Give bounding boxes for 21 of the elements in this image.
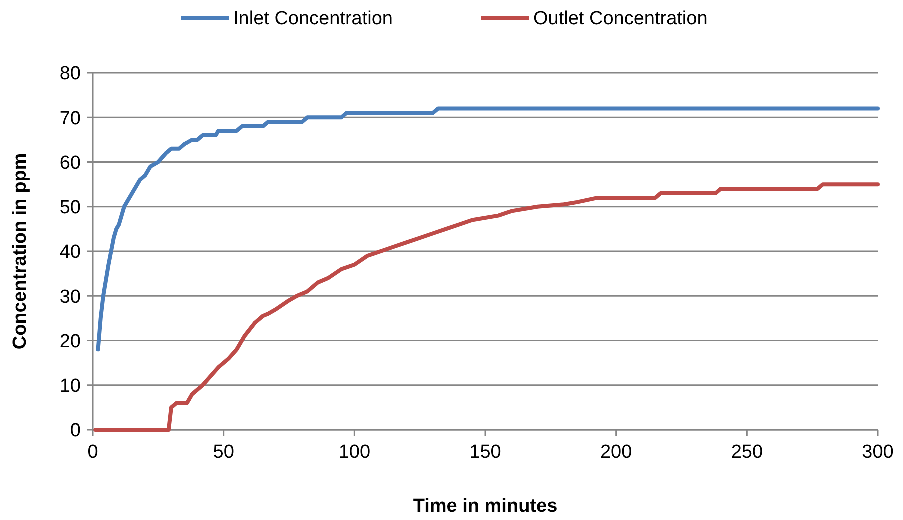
x-axis-title: Time in minutes [413,496,558,517]
y-tick-label: 40 [60,242,81,264]
line-series [96,106,880,352]
x-tick-label: 0 [88,442,98,463]
y-tick-label: 60 [60,152,81,174]
x-tick-label: 300 [862,442,894,463]
y-tick-label: 20 [60,331,81,352]
x-tick-label: 50 [213,442,234,463]
y-tick-label: 80 [60,64,81,85]
legend-label: Inlet Concentration [234,8,393,30]
x-tick-label: 250 [731,442,764,463]
y-tick-label: 30 [60,286,81,308]
x-tick-label: 200 [600,442,632,463]
y-tick-label: 70 [60,108,81,130]
y-tick-label: 10 [60,376,81,398]
legend-label: Outlet Concentration [534,8,708,30]
x-tick-label: 100 [338,442,371,463]
y-axis-title: Concentration in ppm [10,153,31,350]
y-tick-label: 0 [70,420,81,442]
y-tick-label: 50 [60,198,81,219]
x-tick-label: 150 [470,442,502,463]
